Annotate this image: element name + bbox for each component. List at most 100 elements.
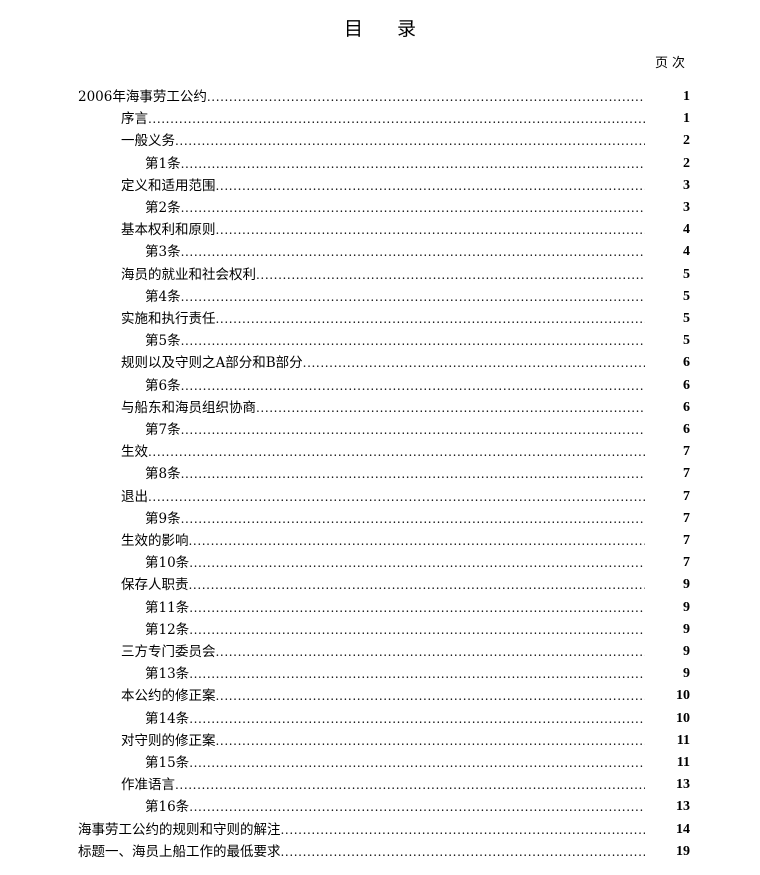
page-column-header: 页次 xyxy=(655,56,690,71)
toc-entry-page: 4 xyxy=(683,244,690,260)
toc-entry[interactable]: 与船东和海员组织协商..............................… xyxy=(121,397,690,419)
toc-entry-page: 7 xyxy=(683,444,690,460)
toc-entry[interactable]: 第12条....................................… xyxy=(145,619,690,641)
toc-entry-label: 对守则的修正案 xyxy=(121,732,216,749)
toc-entry[interactable]: 对守则的修正案.................................… xyxy=(121,730,690,752)
toc-entry-page: 13 xyxy=(676,799,690,815)
toc-entry-page: 9 xyxy=(683,644,690,659)
toc-entry-page: 7 xyxy=(683,466,690,482)
toc-entry-page: 9 xyxy=(683,599,690,615)
toc-entry[interactable]: 实施和执行责任.................................… xyxy=(121,308,690,330)
toc-entry[interactable]: 第5条.....................................… xyxy=(145,330,690,352)
toc-entry-page: 4 xyxy=(683,222,690,238)
toc-entry-page: 10 xyxy=(676,688,690,704)
dot-leader: ........................................… xyxy=(180,245,645,260)
toc-entry-label: 第14条 xyxy=(145,710,190,727)
toc-entry-label: 第2条 xyxy=(145,200,181,216)
dot-leader: ........................................… xyxy=(180,378,645,393)
toc-entry-page: 5 xyxy=(683,288,690,304)
toc-entry[interactable]: 作准语言....................................… xyxy=(121,774,690,796)
toc-entry[interactable]: 海员的就业和社会权利..............................… xyxy=(121,264,690,286)
toc-entry-label: 基本权利和原则 xyxy=(121,222,216,239)
toc-entry-page: 3 xyxy=(683,177,690,193)
toc-entry-page: 7 xyxy=(683,510,690,526)
toc-entry[interactable]: 第2条.....................................… xyxy=(145,197,690,219)
toc-entry-page: 7 xyxy=(683,555,690,571)
toc-entry-label: 海事劳工公约的规则和守则的解注 xyxy=(78,821,281,838)
dot-leader: ........................................… xyxy=(215,733,646,748)
toc-entry[interactable]: 三方专门委员会.................................… xyxy=(121,641,690,663)
dot-leader: ........................................… xyxy=(188,534,646,548)
toc-entry[interactable]: 第11条....................................… xyxy=(145,597,690,619)
toc-entry-label: 第5条 xyxy=(145,333,181,350)
toc-entry-label: 序言 xyxy=(121,111,148,128)
toc-entry[interactable]: 第16条....................................… xyxy=(145,796,690,818)
toc-entry-label: 定义和适用范围 xyxy=(121,177,216,194)
toc-entry-label: 第11条 xyxy=(145,599,190,616)
toc-entry-label: 第16条 xyxy=(145,799,190,816)
toc-entry[interactable]: 保存人职责...................................… xyxy=(121,574,690,596)
toc-entry-label: 第1条 xyxy=(145,155,181,172)
dot-leader: ........................................… xyxy=(148,489,645,504)
toc-entry[interactable]: 定义和适用范围.................................… xyxy=(121,175,690,197)
dot-leader: ........................................… xyxy=(206,90,645,104)
dot-leader: ........................................… xyxy=(302,356,645,371)
toc-entry[interactable]: 一般义务....................................… xyxy=(121,130,690,152)
toc-entry-label: 实施和执行责任 xyxy=(121,311,216,327)
toc-entry-label: 生效 xyxy=(121,444,148,461)
toc-entry-label: 第7条 xyxy=(145,422,181,438)
toc-entry[interactable]: 第13条....................................… xyxy=(145,663,690,685)
toc-entry[interactable]: 标题一、海员上船工作的最低要求.........................… xyxy=(78,841,690,863)
toc-entry[interactable]: 规则以及守则之A部分和B部分..........................… xyxy=(121,352,690,374)
toc-entry[interactable]: 第14条....................................… xyxy=(145,708,690,730)
toc-entry[interactable]: 生效的影响...................................… xyxy=(121,530,690,552)
dot-leader: ........................................… xyxy=(280,844,646,859)
toc-entry[interactable]: 第15条....................................… xyxy=(145,752,690,774)
dot-leader: ........................................… xyxy=(189,600,645,615)
toc-entry[interactable]: 第6条.....................................… xyxy=(145,375,690,397)
toc-entry[interactable]: 基本权利和原则.................................… xyxy=(121,219,690,241)
toc-entry-label: 第3条 xyxy=(145,244,181,261)
toc-entry-page: 9 xyxy=(683,666,690,682)
dot-leader: ........................................… xyxy=(188,578,646,593)
toc-entry-page: 3 xyxy=(683,200,690,215)
dot-leader: ........................................… xyxy=(180,201,645,215)
dot-leader: ........................................… xyxy=(189,622,645,637)
toc-entry-page: 9 xyxy=(683,577,690,593)
toc-entry-page: 6 xyxy=(683,377,690,393)
toc-entry-label: 第6条 xyxy=(145,377,181,394)
toc-entry[interactable]: 第3条.....................................… xyxy=(145,241,690,263)
toc-entry[interactable]: 本公约的修正案.................................… xyxy=(121,685,690,707)
toc-entry-page: 19 xyxy=(676,843,690,859)
toc-entry-page: 14 xyxy=(676,821,690,837)
dot-leader: ........................................… xyxy=(189,556,645,571)
toc-entry-label: 一般义务 xyxy=(121,133,175,150)
toc-entry[interactable]: 第4条.....................................… xyxy=(145,286,690,308)
toc-entry[interactable]: 第9条.....................................… xyxy=(145,508,690,530)
toc-entry-label: 第9条 xyxy=(145,510,181,527)
toc-entry[interactable]: 第1条.....................................… xyxy=(145,153,690,175)
dot-leader: ........................................… xyxy=(189,756,645,770)
toc-entry-label: 生效的影响 xyxy=(121,533,189,549)
toc-entry-label: 与船东和海员组织协商 xyxy=(121,399,256,416)
toc-entry[interactable]: 第8条.....................................… xyxy=(145,463,690,485)
toc-entry-page: 2 xyxy=(683,133,690,149)
toc-entry-label: 本公约的修正案 xyxy=(121,688,216,705)
toc-entry[interactable]: 退出......................................… xyxy=(121,486,690,508)
dot-leader: ........................................… xyxy=(148,112,645,127)
dot-leader: ........................................… xyxy=(215,689,646,704)
toc-title: 目 录 xyxy=(343,18,431,40)
toc-entry[interactable]: 序言......................................… xyxy=(121,108,690,130)
toc-entry-label: 第10条 xyxy=(145,555,190,572)
toc-entry-label: 保存人职责 xyxy=(121,577,189,594)
toc-entry[interactable]: 2006年海事劳工公约.............................… xyxy=(78,86,690,108)
toc-entry[interactable]: 第10条....................................… xyxy=(145,552,690,574)
toc-entry-label: 标题一、海员上船工作的最低要求 xyxy=(78,843,281,860)
toc-entry[interactable]: 海事劳工公约的规则和守则的解注.........................… xyxy=(78,819,690,841)
dot-leader: ........................................… xyxy=(180,423,645,437)
dot-leader: ........................................… xyxy=(189,711,645,726)
toc-entry[interactable]: 生效......................................… xyxy=(121,441,690,463)
toc-entry-label: 规则以及守则之A部分和B部分 xyxy=(121,355,303,372)
toc-entry-page: 11 xyxy=(676,732,690,748)
toc-entry[interactable]: 第7条.....................................… xyxy=(145,419,690,441)
